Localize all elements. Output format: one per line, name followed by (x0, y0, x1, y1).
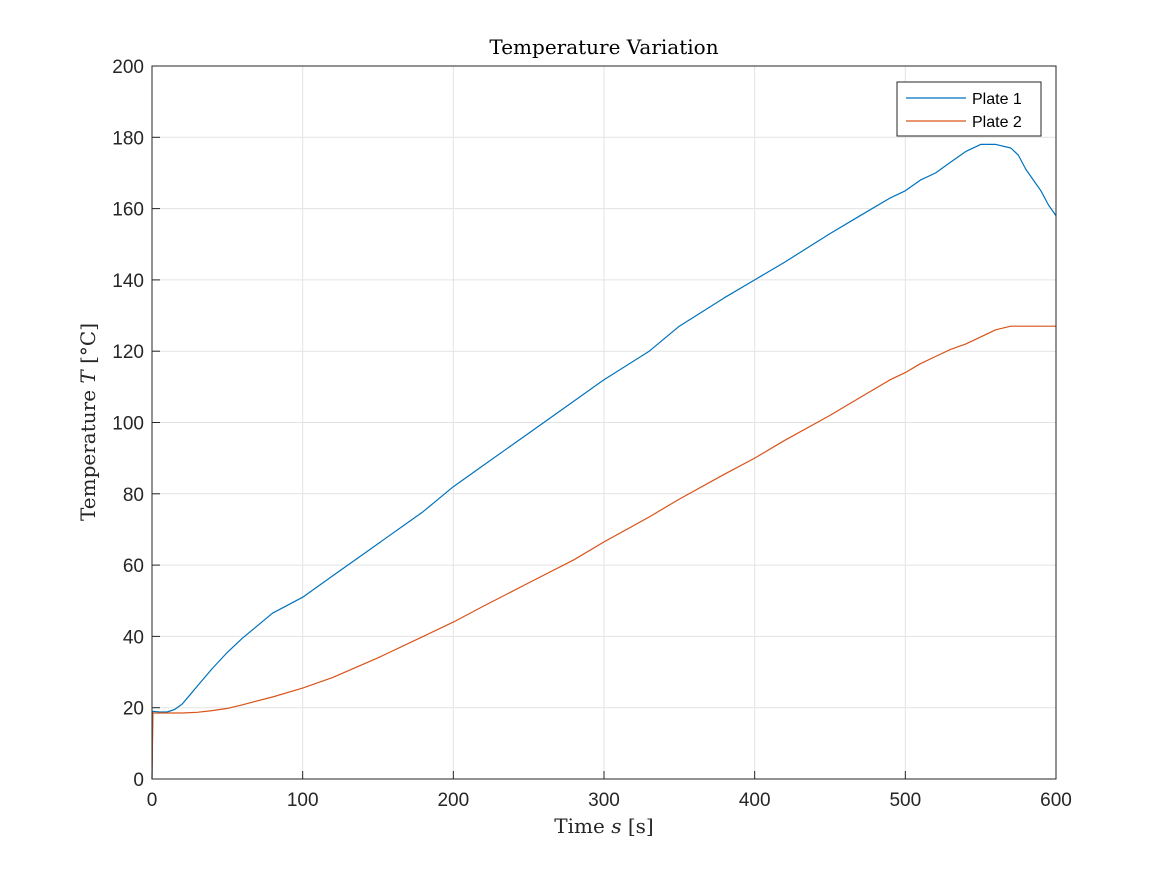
y-tick-label: 80 (123, 485, 144, 506)
y-tick-label: 160 (112, 200, 144, 221)
y-tick-label: 60 (123, 556, 144, 577)
y-tick-label: 140 (112, 271, 144, 292)
x-tick-label: 0 (147, 790, 158, 811)
grid (151, 65, 1057, 780)
y-axis-label: Temperature T [°C] (76, 323, 100, 521)
x-tick-label: 600 (1040, 790, 1072, 811)
ticks: 0 100 200 300 400 500 600 0 20 40 60 80 100 120 140 160… (112, 57, 1072, 811)
legend-box (896, 81, 1042, 137)
x-tick-label: 500 (889, 790, 921, 811)
y-tick-label: 100 (112, 414, 144, 435)
legend: Plate 1 Plate 2 (896, 81, 1042, 137)
legend-label-plate-1: Plate 1 (972, 91, 1022, 108)
series-layer (151, 143, 1057, 780)
x-tick-label: 400 (739, 790, 771, 811)
series-line-plate-2 (151, 325, 1056, 780)
x-tick-label: 300 (588, 790, 620, 811)
series-line-plate-1 (151, 143, 1057, 780)
x-axis-label: Time s [s] (554, 814, 653, 838)
legend-label-plate-2: Plate 2 (972, 114, 1022, 131)
chart-title: Temperature Variation (489, 35, 718, 59)
y-tick-label: 120 (112, 342, 144, 363)
y-tick-label: 180 (112, 128, 144, 149)
y-tick-label: 0 (133, 770, 144, 791)
y-tick-label: 40 (123, 627, 144, 648)
y-tick-label: 200 (112, 57, 144, 78)
x-tick-label: 200 (437, 790, 469, 811)
x-tick-label: 100 (287, 790, 319, 811)
y-tick-label: 20 (123, 699, 144, 720)
